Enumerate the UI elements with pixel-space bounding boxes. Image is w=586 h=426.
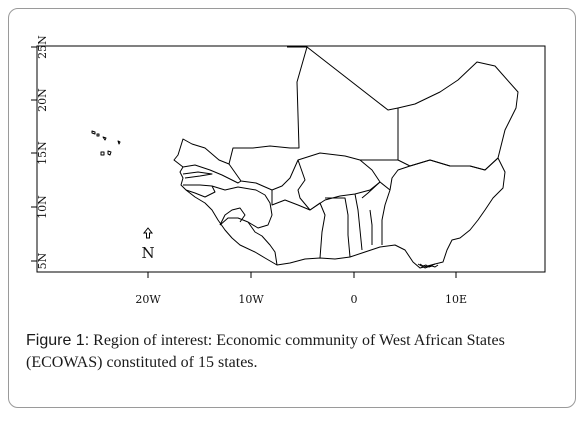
north-arrow-label: N xyxy=(141,244,154,262)
nigeria-border xyxy=(389,157,506,269)
mali-border xyxy=(228,46,399,191)
figure-caption: Figure 1: Region of interest: Economic c… xyxy=(26,330,566,374)
figure-caption-text: Region of interest: Economic community o… xyxy=(26,332,505,371)
lat-tick-10n: 10N xyxy=(36,195,49,219)
lat-tick-20n: 20N xyxy=(36,88,49,112)
liberia-border xyxy=(247,221,278,266)
lat-tick-25n: 25N xyxy=(36,35,49,59)
senegal-border xyxy=(182,164,242,184)
figure-frame xyxy=(8,8,576,408)
latitude-axis xyxy=(31,46,37,262)
togo-border xyxy=(354,193,363,251)
lat-tick-15n: 15N xyxy=(36,141,49,165)
benin-east-border xyxy=(369,209,373,245)
mauritania-border xyxy=(173,46,308,168)
north-arrow-icon xyxy=(142,227,154,239)
guinea-bissau-border xyxy=(183,184,216,198)
niger-border xyxy=(397,61,519,171)
lon-tick-0: 0 xyxy=(351,293,358,306)
figure-caption-lead: Figure 1: xyxy=(26,332,90,349)
longitude-axis xyxy=(147,272,457,278)
lon-tick-10w: 10W xyxy=(238,293,264,306)
lon-tick-20w: 20W xyxy=(135,293,161,306)
lat-tick-5n: 5N xyxy=(36,252,49,269)
nigeria-coast-detail xyxy=(419,263,439,268)
coastline-west xyxy=(179,166,436,269)
map-plot-area xyxy=(36,45,546,273)
sierra-leone-border xyxy=(219,207,246,226)
burkina-faso-border xyxy=(297,159,381,211)
gambia-border xyxy=(182,171,213,179)
lon-tick-10e: 10E xyxy=(445,293,467,306)
ghana-border xyxy=(325,197,351,258)
cape-verde-islands xyxy=(91,130,121,156)
cote-divoire-border xyxy=(271,190,326,259)
country-borders xyxy=(91,46,519,269)
guinea-border xyxy=(211,185,273,229)
